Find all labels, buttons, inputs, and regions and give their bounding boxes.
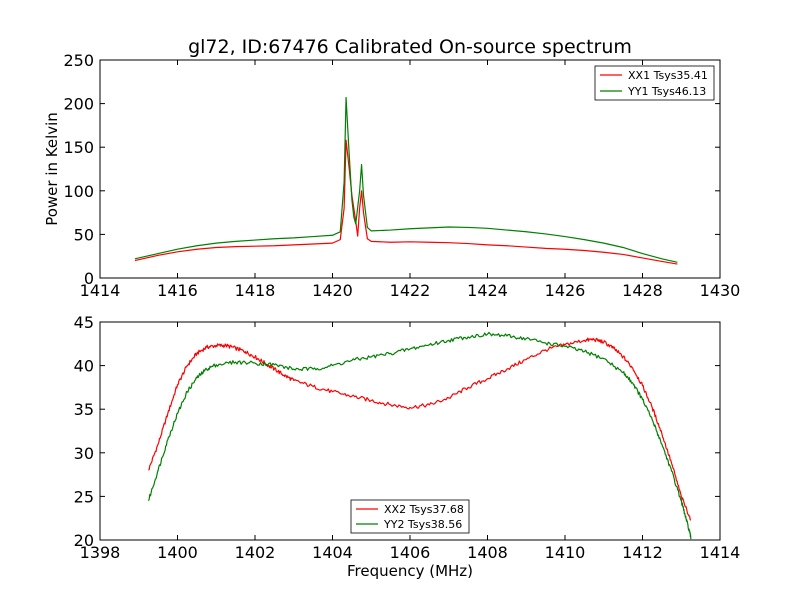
- top-ticks-group: 1414 1416 1418 1420 1422 1424 1426 1428 1430 0 50 1…: [63, 51, 740, 300]
- top-x-tick-label: 1418: [235, 281, 276, 300]
- top-x-tick-label: 1424: [467, 281, 508, 300]
- bottom-legend: XX2 Tsys37.68 YY2 Tsys38.56: [350, 499, 470, 534]
- bottom-x-tick-label: 1406: [390, 543, 431, 562]
- bottom-y-tick-label: 35: [74, 400, 94, 419]
- bottom-x-tick-label: 1402: [235, 543, 276, 562]
- top-x-tick-label: 1414: [80, 281, 121, 300]
- bottom-ticks-group: 1398 1400 1402 1404 1406 1408 1410 1412 1414 20 25…: [74, 313, 741, 562]
- top-y-tick-label: 0: [84, 269, 94, 288]
- top-chart-title: gl72, ID:67476 Calibrated On-source spec…: [188, 36, 632, 58]
- top-y-tick-label: 250: [63, 51, 94, 70]
- bottom-x-tick-label: 1400: [157, 543, 198, 562]
- bottom-x-tick-label: 1408: [467, 543, 508, 562]
- top-x-tick-label: 1416: [157, 281, 198, 300]
- top-legend: XX1 Tsys35.41 YY1 Tsys46.13: [594, 65, 715, 101]
- top-y-tick-label: 100: [63, 182, 94, 201]
- top-x-tick-label: 1420: [312, 281, 353, 300]
- bottom-x-tick-label: 1404: [312, 543, 353, 562]
- top-series-line-0: [134, 139, 678, 265]
- top-x-tick-label: 1422: [390, 281, 431, 300]
- top-legend-box: [594, 65, 715, 101]
- top-series-group: [134, 96, 678, 265]
- top-series-line-1: [134, 96, 678, 263]
- top-legend-label-yy1: YY1 Tsys46.13: [627, 85, 706, 98]
- bottom-legend-box: [350, 499, 470, 534]
- top-x-tick-label: 1430: [700, 281, 741, 300]
- bottom-plot-frame: [99, 321, 721, 541]
- top-y-tick-label: 50: [74, 225, 94, 244]
- top-y-tick-label: 200: [63, 95, 94, 114]
- bottom-x-axis-label: Frequency (MHz): [347, 562, 473, 580]
- top-panel: gl72, ID:67476 Calibrated On-source spec…: [43, 36, 740, 300]
- bottom-y-tick-label: 20: [74, 531, 94, 550]
- bottom-x-tick-label: 1414: [700, 543, 741, 562]
- bottom-x-tick-label: 1398: [80, 543, 121, 562]
- bottom-legend-label-yy2: YY2 Tsys38.56: [383, 518, 462, 531]
- bottom-y-tick-label: 25: [74, 487, 94, 506]
- bottom-series-group: [147, 331, 692, 540]
- bottom-y-tick-label: 40: [74, 357, 94, 376]
- bottom-x-tick-label: 1410: [545, 543, 586, 562]
- bottom-series-line-1: [147, 331, 692, 540]
- bottom-series-line-0: [148, 337, 691, 521]
- top-y-tick-label: 150: [63, 138, 94, 157]
- top-legend-label-xx1: XX1 Tsys35.41: [628, 69, 708, 82]
- top-x-tick-label: 1426: [545, 281, 586, 300]
- top-plot-frame: [99, 59, 721, 279]
- bottom-x-tick-label: 1412: [622, 543, 663, 562]
- bottom-panel: Frequency (MHz) 1398 1400 1402 1404 1406 1408…: [74, 313, 741, 580]
- top-y-axis-label: Power in Kelvin: [43, 112, 61, 226]
- bottom-legend-label-xx2: XX2 Tsys37.68: [384, 503, 464, 516]
- bottom-y-tick-label: 30: [74, 444, 94, 463]
- top-x-tick-label: 1428: [622, 281, 663, 300]
- bottom-y-tick-label: 45: [74, 313, 94, 332]
